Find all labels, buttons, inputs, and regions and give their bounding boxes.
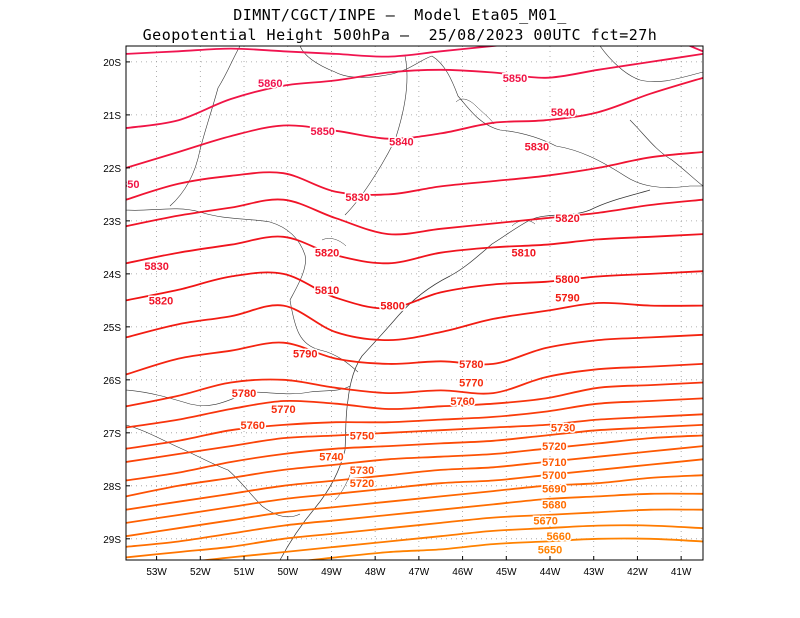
isoline-5740: [126, 413, 703, 463]
chart-title-line-2: Geopotential Height 500hPa – 25/08/2023 …: [142, 26, 658, 44]
contour-lines: [126, 46, 703, 560]
isoline-5810: [126, 233, 703, 265]
isoline-5850: [126, 53, 703, 129]
contour-label: 5710: [542, 457, 566, 469]
contour-label: 5800: [555, 274, 579, 286]
x-tick-label: 52W: [190, 567, 211, 578]
contour-label: 5820: [149, 295, 173, 307]
isoline-5680: [126, 492, 703, 548]
contour-label: 5760: [450, 396, 474, 408]
y-tick-label: 23S: [103, 217, 121, 228]
coastline-map: [126, 46, 703, 560]
contour-label: 850: [121, 179, 139, 191]
chart-title-line-1: DIMNT/CGCT/INPE – Model Eta05_M01_: [233, 6, 567, 24]
contour-label: 5830: [144, 261, 168, 273]
y-tick-label: 21S: [103, 111, 121, 122]
isoline-5710: [126, 445, 703, 511]
x-tick-label: 50W: [277, 567, 298, 578]
isoline-5820: [126, 198, 703, 236]
y-tick-label: 28S: [103, 482, 121, 493]
contour-label: 5770: [459, 377, 483, 389]
contour-label: 5840: [389, 136, 413, 148]
x-tick-label: 42W: [627, 567, 648, 578]
contour-label: 5670: [533, 515, 557, 527]
x-tick-label: 47W: [409, 567, 430, 578]
contour-label: 5730: [551, 423, 575, 435]
y-tick-label: 25S: [103, 323, 121, 334]
contour-label: 5770: [271, 404, 295, 416]
y-tick-label: 22S: [103, 164, 121, 175]
contour-label: 5790: [293, 348, 317, 360]
contour-label: 5830: [525, 142, 549, 154]
contour-label: 5690: [542, 483, 566, 495]
y-tick-label: 20S: [103, 58, 121, 69]
contour-label: 5700: [542, 470, 566, 482]
isoline-5660: [197, 524, 703, 560]
contour-label: 5830: [345, 192, 369, 204]
contour-label: 5740: [319, 452, 343, 464]
contour-label: 5720: [350, 478, 374, 490]
x-tick-label: 46W: [452, 567, 473, 578]
isoline-5700: [126, 458, 703, 524]
x-tick-label: 41W: [671, 567, 692, 578]
x-tick-label: 44W: [540, 567, 561, 578]
contour-label: 5820: [315, 248, 339, 260]
contour-label: 5790: [555, 293, 579, 305]
y-tick-label: 24S: [103, 270, 121, 281]
contour-label: 5850: [310, 126, 334, 138]
isoline-5650: [302, 537, 703, 560]
isoline-5730: [126, 424, 703, 482]
x-tick-label: 49W: [321, 567, 342, 578]
x-tick-label: 53W: [146, 567, 167, 578]
y-tick-label: 26S: [103, 376, 121, 387]
isoline-5830: [126, 151, 703, 201]
x-tick-label: 45W: [496, 567, 517, 578]
contour-label: 5680: [542, 499, 566, 511]
contour-label: 5850: [503, 73, 527, 85]
x-tick-label: 48W: [365, 567, 386, 578]
x-tick-label: 43W: [583, 567, 604, 578]
isoline-5720: [126, 434, 703, 498]
contour-label: 5800: [380, 301, 404, 313]
contour-label: 5660: [547, 531, 571, 543]
contour-label: 5780: [232, 388, 256, 400]
y-tick-label: 27S: [103, 429, 121, 440]
isoline-5800: [126, 270, 703, 310]
x-tick-label: 51W: [234, 567, 255, 578]
contour-label: 5730: [350, 465, 374, 477]
contour-label: 5810: [512, 248, 536, 260]
plot-frame: [125, 45, 704, 561]
isoline-5790: [126, 301, 703, 342]
axis-ticks: 53W 52W 51W 50W 49W 48W 47W 46W 45W 44W 43W 42W 41W 2…: [103, 58, 692, 578]
contour-label: 5760: [241, 420, 265, 432]
isoline-5760: [126, 381, 703, 429]
isoline-5860: [126, 46, 703, 58]
isoline-5690: [126, 474, 703, 538]
isoline-5670: [126, 508, 703, 559]
isoline-5770: [126, 363, 703, 408]
isoline-5750: [126, 397, 703, 450]
isoline-5840: [126, 76, 703, 169]
contour-labels: 5860 5850 5850 5840 5840 5830 5830 850 5820 5820 5…: [121, 71, 581, 558]
contour-label: 5820: [555, 213, 579, 225]
y-tick-label: 29S: [103, 535, 121, 546]
contour-label: 5840: [551, 107, 575, 119]
contour-label: 5860: [258, 78, 282, 90]
contour-label: 5720: [542, 441, 566, 453]
contour-label: 5750: [350, 430, 374, 442]
contour-label: 5780: [459, 359, 483, 371]
contour-label: 5650: [538, 544, 562, 556]
isoline-5780: [126, 333, 703, 376]
contour-label: 5810: [315, 285, 339, 297]
